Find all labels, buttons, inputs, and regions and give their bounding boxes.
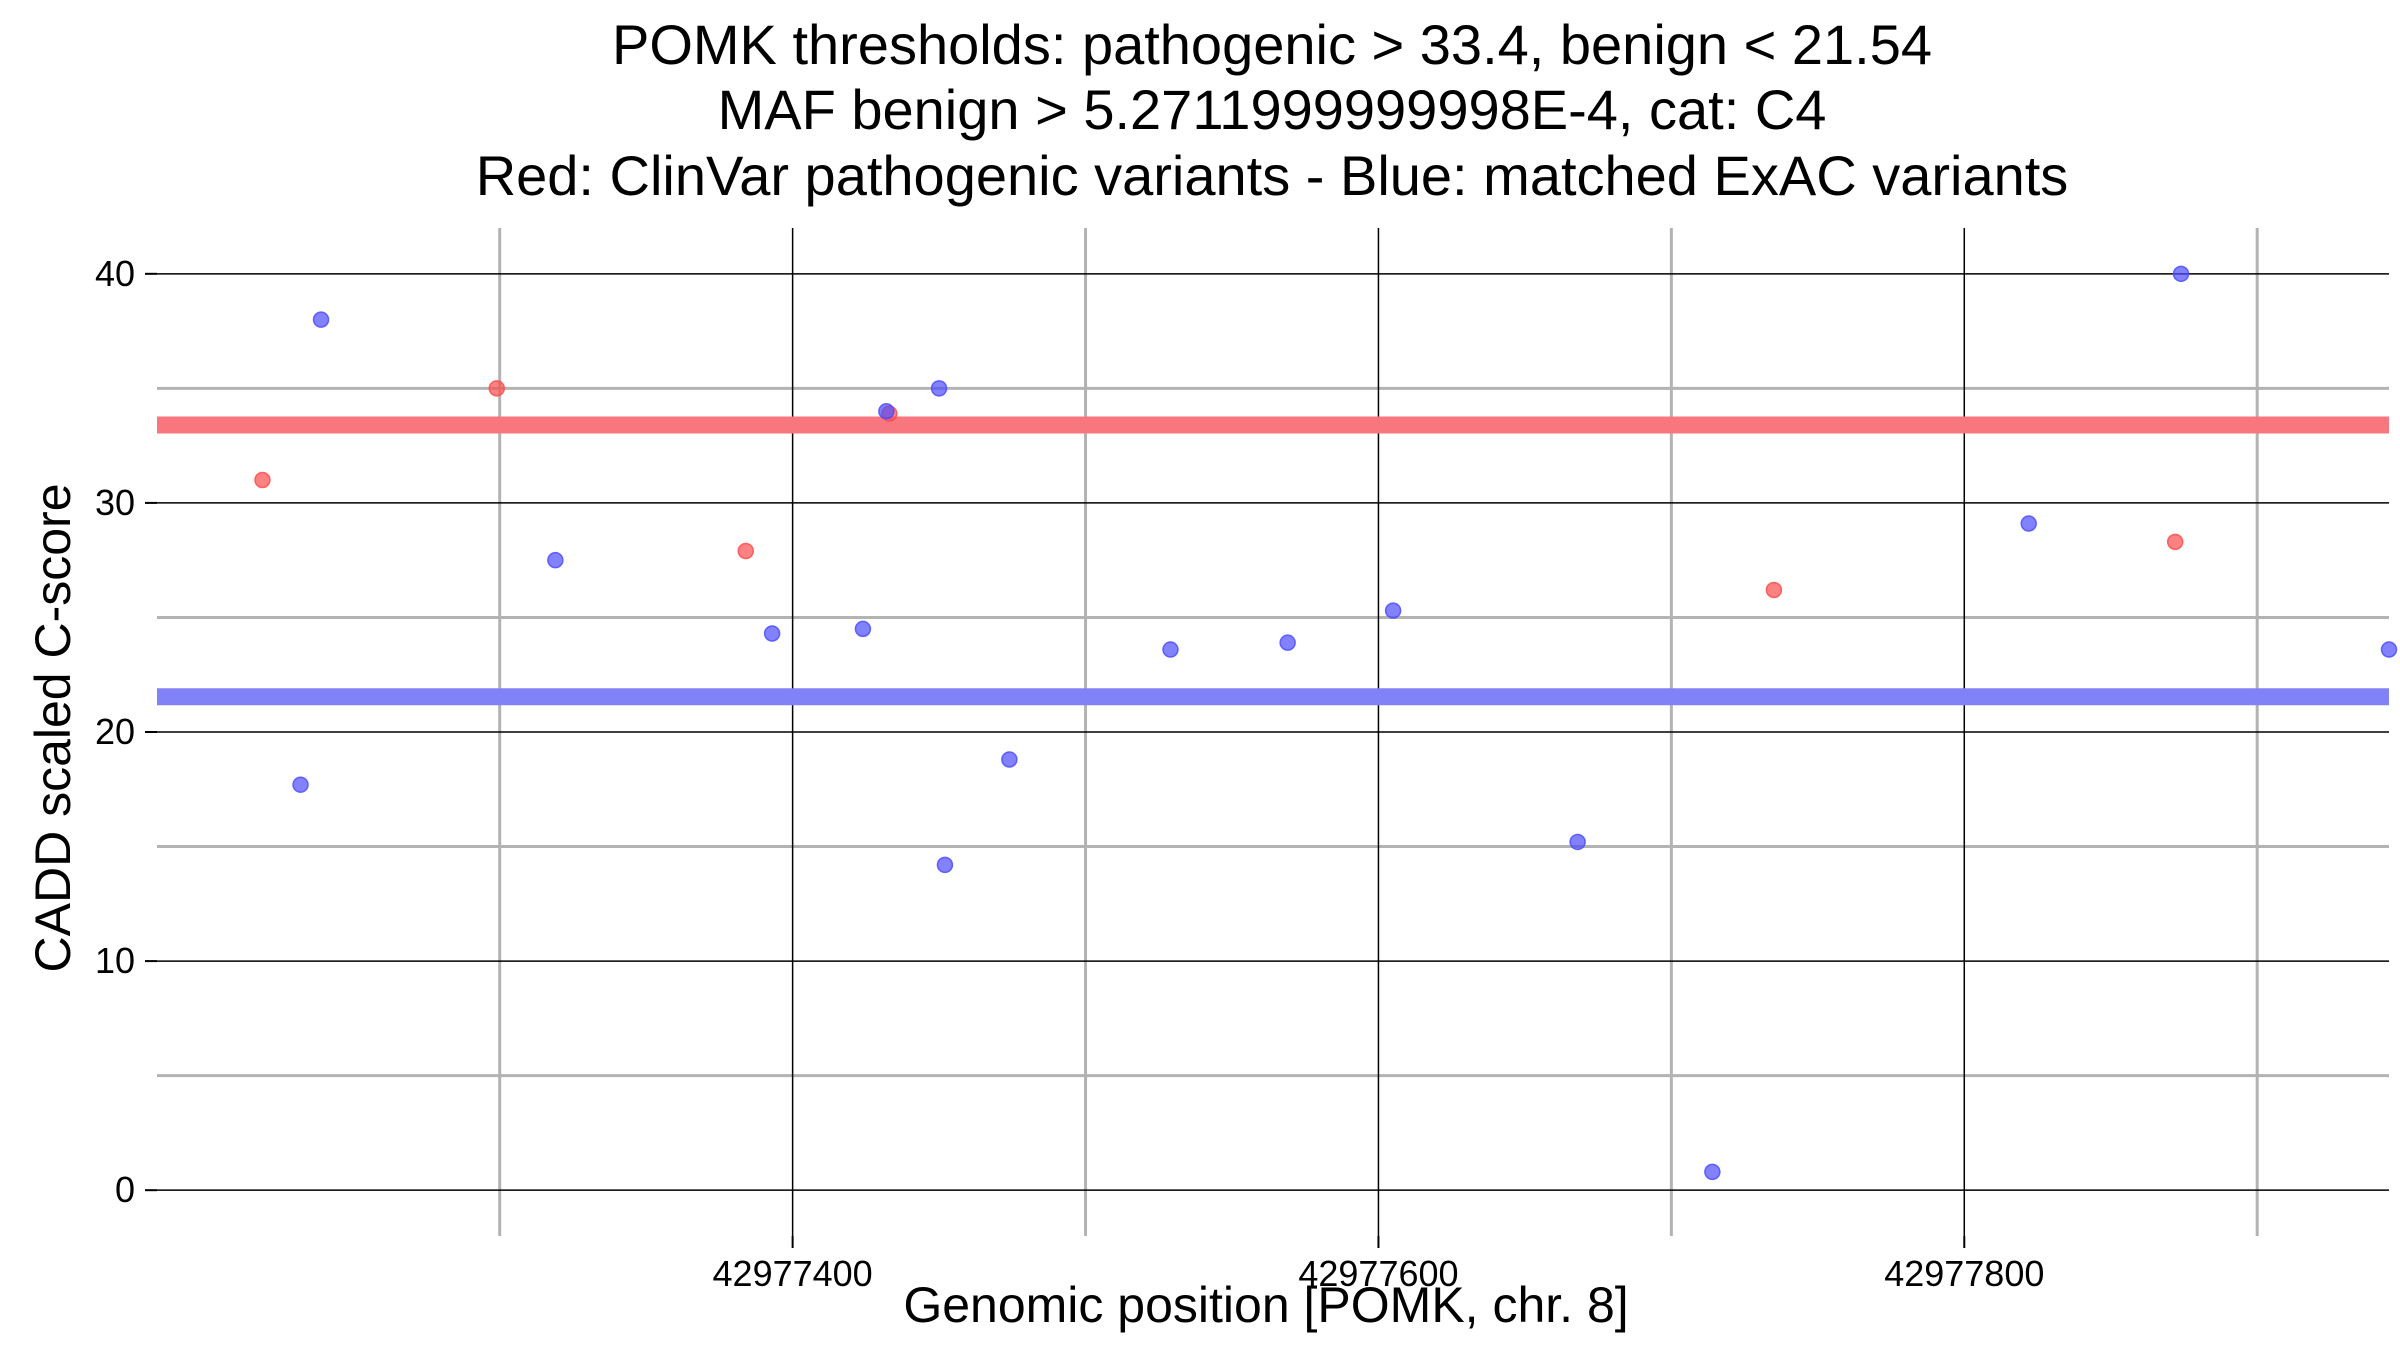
data-point: [292, 776, 309, 793]
data-point: [936, 856, 954, 874]
data-point: [312, 311, 330, 328]
data-point: [1162, 641, 1179, 658]
data-point: [547, 551, 564, 569]
data-point: [2172, 265, 2190, 283]
data-point: [2020, 515, 2037, 532]
title-line-1: POMK thresholds: pathogenic > 33.4, beni…: [612, 13, 1932, 76]
y-tick-label: 30: [95, 482, 135, 523]
data-point: [763, 625, 781, 642]
data-point: [254, 471, 271, 489]
axes: 0 10 20 30 40 42977400 42977600 42977800: [95, 253, 2044, 1294]
threshold-lines: [157, 416, 2389, 706]
data-point: [854, 620, 872, 638]
y-tick-label: 20: [95, 711, 135, 752]
data-point: [1765, 581, 1783, 599]
data-points: [254, 265, 2398, 1181]
data-point: [1001, 751, 1018, 768]
data-point: [930, 380, 948, 397]
data-point: [1384, 602, 1402, 619]
y-tick-label: 10: [95, 940, 135, 981]
y-tick-label: 0: [115, 1169, 135, 1210]
x-tick-label: 42977400: [713, 1253, 873, 1294]
y-tick-label: 40: [95, 253, 135, 294]
data-point: [737, 542, 755, 560]
data-point: [1569, 833, 1586, 851]
x-tick-label: 42977600: [1298, 1253, 1458, 1294]
data-point: [2166, 533, 2184, 551]
y-axis-label: CADD scaled C-score: [25, 483, 81, 972]
data-point: [1279, 634, 1296, 651]
x-axis-label: Genomic position [POMK, chr. 8]: [903, 1277, 1628, 1333]
chart-title: POMK thresholds: pathogenic > 33.4, beni…: [476, 13, 2069, 207]
data-point: [488, 380, 506, 397]
data-point: [1704, 1163, 1721, 1181]
title-line-3: Red: ClinVar pathogenic variants - Blue:…: [476, 144, 2069, 207]
title-line-2: MAF benign > 5.2711999999998E-4, cat: C4: [718, 78, 1827, 141]
data-point: [878, 403, 895, 420]
data-point: [2380, 641, 2398, 658]
x-tick-label: 42977800: [1884, 1253, 2044, 1294]
grid: [157, 228, 2389, 1236]
